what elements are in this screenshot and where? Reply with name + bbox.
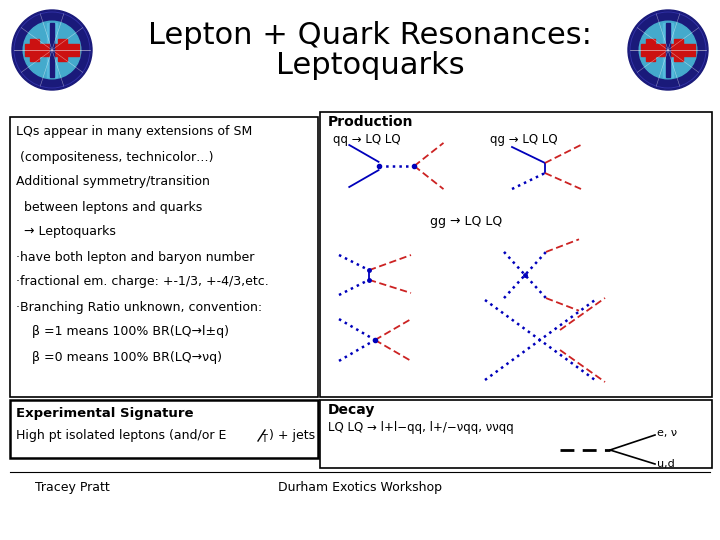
Circle shape: [23, 21, 81, 79]
FancyBboxPatch shape: [10, 400, 318, 458]
Text: β =0 means 100% BR(LQ→νq): β =0 means 100% BR(LQ→νq): [16, 350, 222, 363]
Text: High pt isolated leptons (and/or E: High pt isolated leptons (and/or E: [16, 429, 226, 442]
Bar: [30, 39, 39, 61]
Text: Tracey Pratt: Tracey Pratt: [35, 482, 109, 495]
Bar: [675, 39, 683, 61]
Text: Lepton + Quark Resonances:: Lepton + Quark Resonances:: [148, 21, 592, 50]
Text: Leptoquarks: Leptoquarks: [276, 51, 464, 79]
Text: β =1 means 100% BR(LQ→l±q): β =1 means 100% BR(LQ→l±q): [16, 326, 229, 339]
FancyBboxPatch shape: [320, 400, 712, 468]
Text: qg → LQ LQ: qg → LQ LQ: [490, 133, 557, 146]
Bar: [665, 23, 670, 77]
Text: ) + jets: ) + jets: [269, 429, 315, 442]
Text: Experimental Signature: Experimental Signature: [16, 407, 194, 420]
Text: → Leptoquarks: → Leptoquarks: [16, 226, 116, 239]
Circle shape: [628, 10, 708, 90]
Bar: [641, 44, 696, 56]
Bar: [47, 23, 57, 77]
Text: between leptons and quarks: between leptons and quarks: [16, 200, 202, 213]
Text: gg → LQ LQ: gg → LQ LQ: [430, 215, 503, 228]
Text: e, ν: e, ν: [657, 428, 677, 438]
Text: u,d: u,d: [657, 459, 675, 469]
Text: T: T: [261, 434, 267, 444]
Text: Production: Production: [328, 115, 413, 129]
Text: Durham Exotics Workshop: Durham Exotics Workshop: [278, 482, 442, 495]
Bar: [663, 23, 673, 77]
Text: (compositeness, technicolor…): (compositeness, technicolor…): [16, 151, 214, 164]
Text: LQs appear in many extensions of SM: LQs appear in many extensions of SM: [16, 125, 252, 138]
Text: qq → LQ LQ: qq → LQ LQ: [333, 133, 400, 146]
Bar: [24, 44, 79, 56]
Circle shape: [12, 10, 92, 90]
FancyBboxPatch shape: [320, 112, 712, 397]
Text: Decay: Decay: [328, 403, 375, 417]
Text: ·fractional em. charge: +-1/3, +-4/3,etc.: ·fractional em. charge: +-1/3, +-4/3,etc…: [16, 275, 269, 288]
FancyBboxPatch shape: [10, 117, 318, 397]
Text: LQ LQ → l+l−qq, l+/−νqq, ννqq: LQ LQ → l+l−qq, l+/−νqq, ννqq: [328, 422, 514, 435]
Bar: [50, 23, 55, 77]
Text: ·have both lepton and baryon number: ·have both lepton and baryon number: [16, 251, 254, 264]
Bar: [58, 39, 67, 61]
Text: ·Branching Ratio unknown, convention:: ·Branching Ratio unknown, convention:: [16, 300, 262, 314]
Text: Additional symmetry/transition: Additional symmetry/transition: [16, 176, 210, 188]
Bar: [646, 39, 654, 61]
Circle shape: [639, 21, 697, 79]
